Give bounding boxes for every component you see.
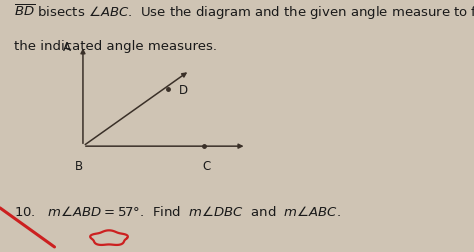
Text: 10.   $m\angle ABD = 57°$.  Find  $m\angle DBC$  and  $m\angle ABC$.: 10. $m\angle ABD = 57°$. Find $m\angle D…: [14, 205, 341, 219]
Text: B: B: [75, 160, 83, 173]
Text: A: A: [63, 41, 71, 54]
Text: C: C: [202, 160, 210, 173]
Text: the indicated angle measures.: the indicated angle measures.: [14, 40, 217, 53]
Text: D: D: [179, 84, 188, 97]
Text: $\overline{BD}$ bisects $\angle ABC$.  Use the diagram and the given angle measu: $\overline{BD}$ bisects $\angle ABC$. Us…: [14, 3, 474, 22]
